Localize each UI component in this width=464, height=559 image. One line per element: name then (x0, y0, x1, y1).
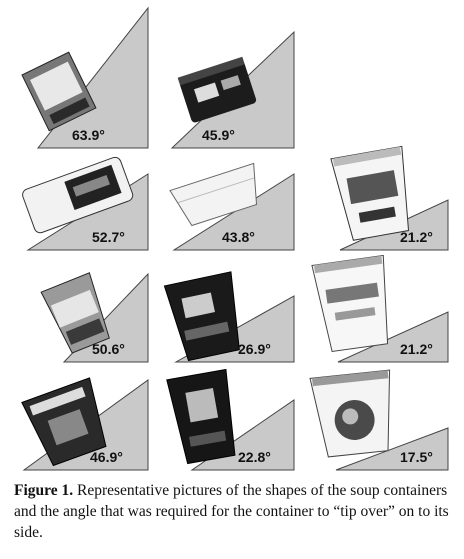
angle-label: 43.8° (222, 229, 255, 245)
panel-2: 45.9° (172, 32, 294, 148)
panel-3: 52.7° (21, 156, 148, 250)
panel-9: 46.9° (22, 378, 148, 470)
figure-label: Figure 1. (14, 482, 73, 499)
panel-6: 50.6° (41, 273, 148, 362)
panel-4: 43.8° (170, 163, 294, 250)
panel-7: 26.9° (164, 272, 294, 362)
figure-caption: Figure 1. Representative pictures of the… (14, 480, 454, 543)
figure-panels: 63.9° 45.9° 52.7° 43.8° (0, 0, 464, 478)
angle-label: 50.6° (92, 341, 125, 357)
panel-8: 21.2° (312, 255, 448, 362)
angle-label: 26.9° (238, 341, 271, 357)
angle-label: 22.8° (238, 449, 271, 465)
angle-label: 21.2° (400, 229, 433, 245)
angle-label: 45.9° (202, 127, 235, 143)
panel-10: 22.8° (167, 369, 294, 470)
panel-1: 63.9° (22, 8, 148, 148)
angle-label: 63.9° (72, 127, 105, 143)
angle-label: 52.7° (92, 229, 125, 245)
panel-5: 21.2° (331, 146, 448, 250)
angle-label: 17.5° (400, 449, 433, 465)
caption-text: Representative pictures of the shapes of… (14, 482, 449, 541)
angle-label: 21.2° (400, 341, 433, 357)
panel-11: 17.5° (310, 370, 448, 470)
angle-label: 46.9° (90, 449, 123, 465)
